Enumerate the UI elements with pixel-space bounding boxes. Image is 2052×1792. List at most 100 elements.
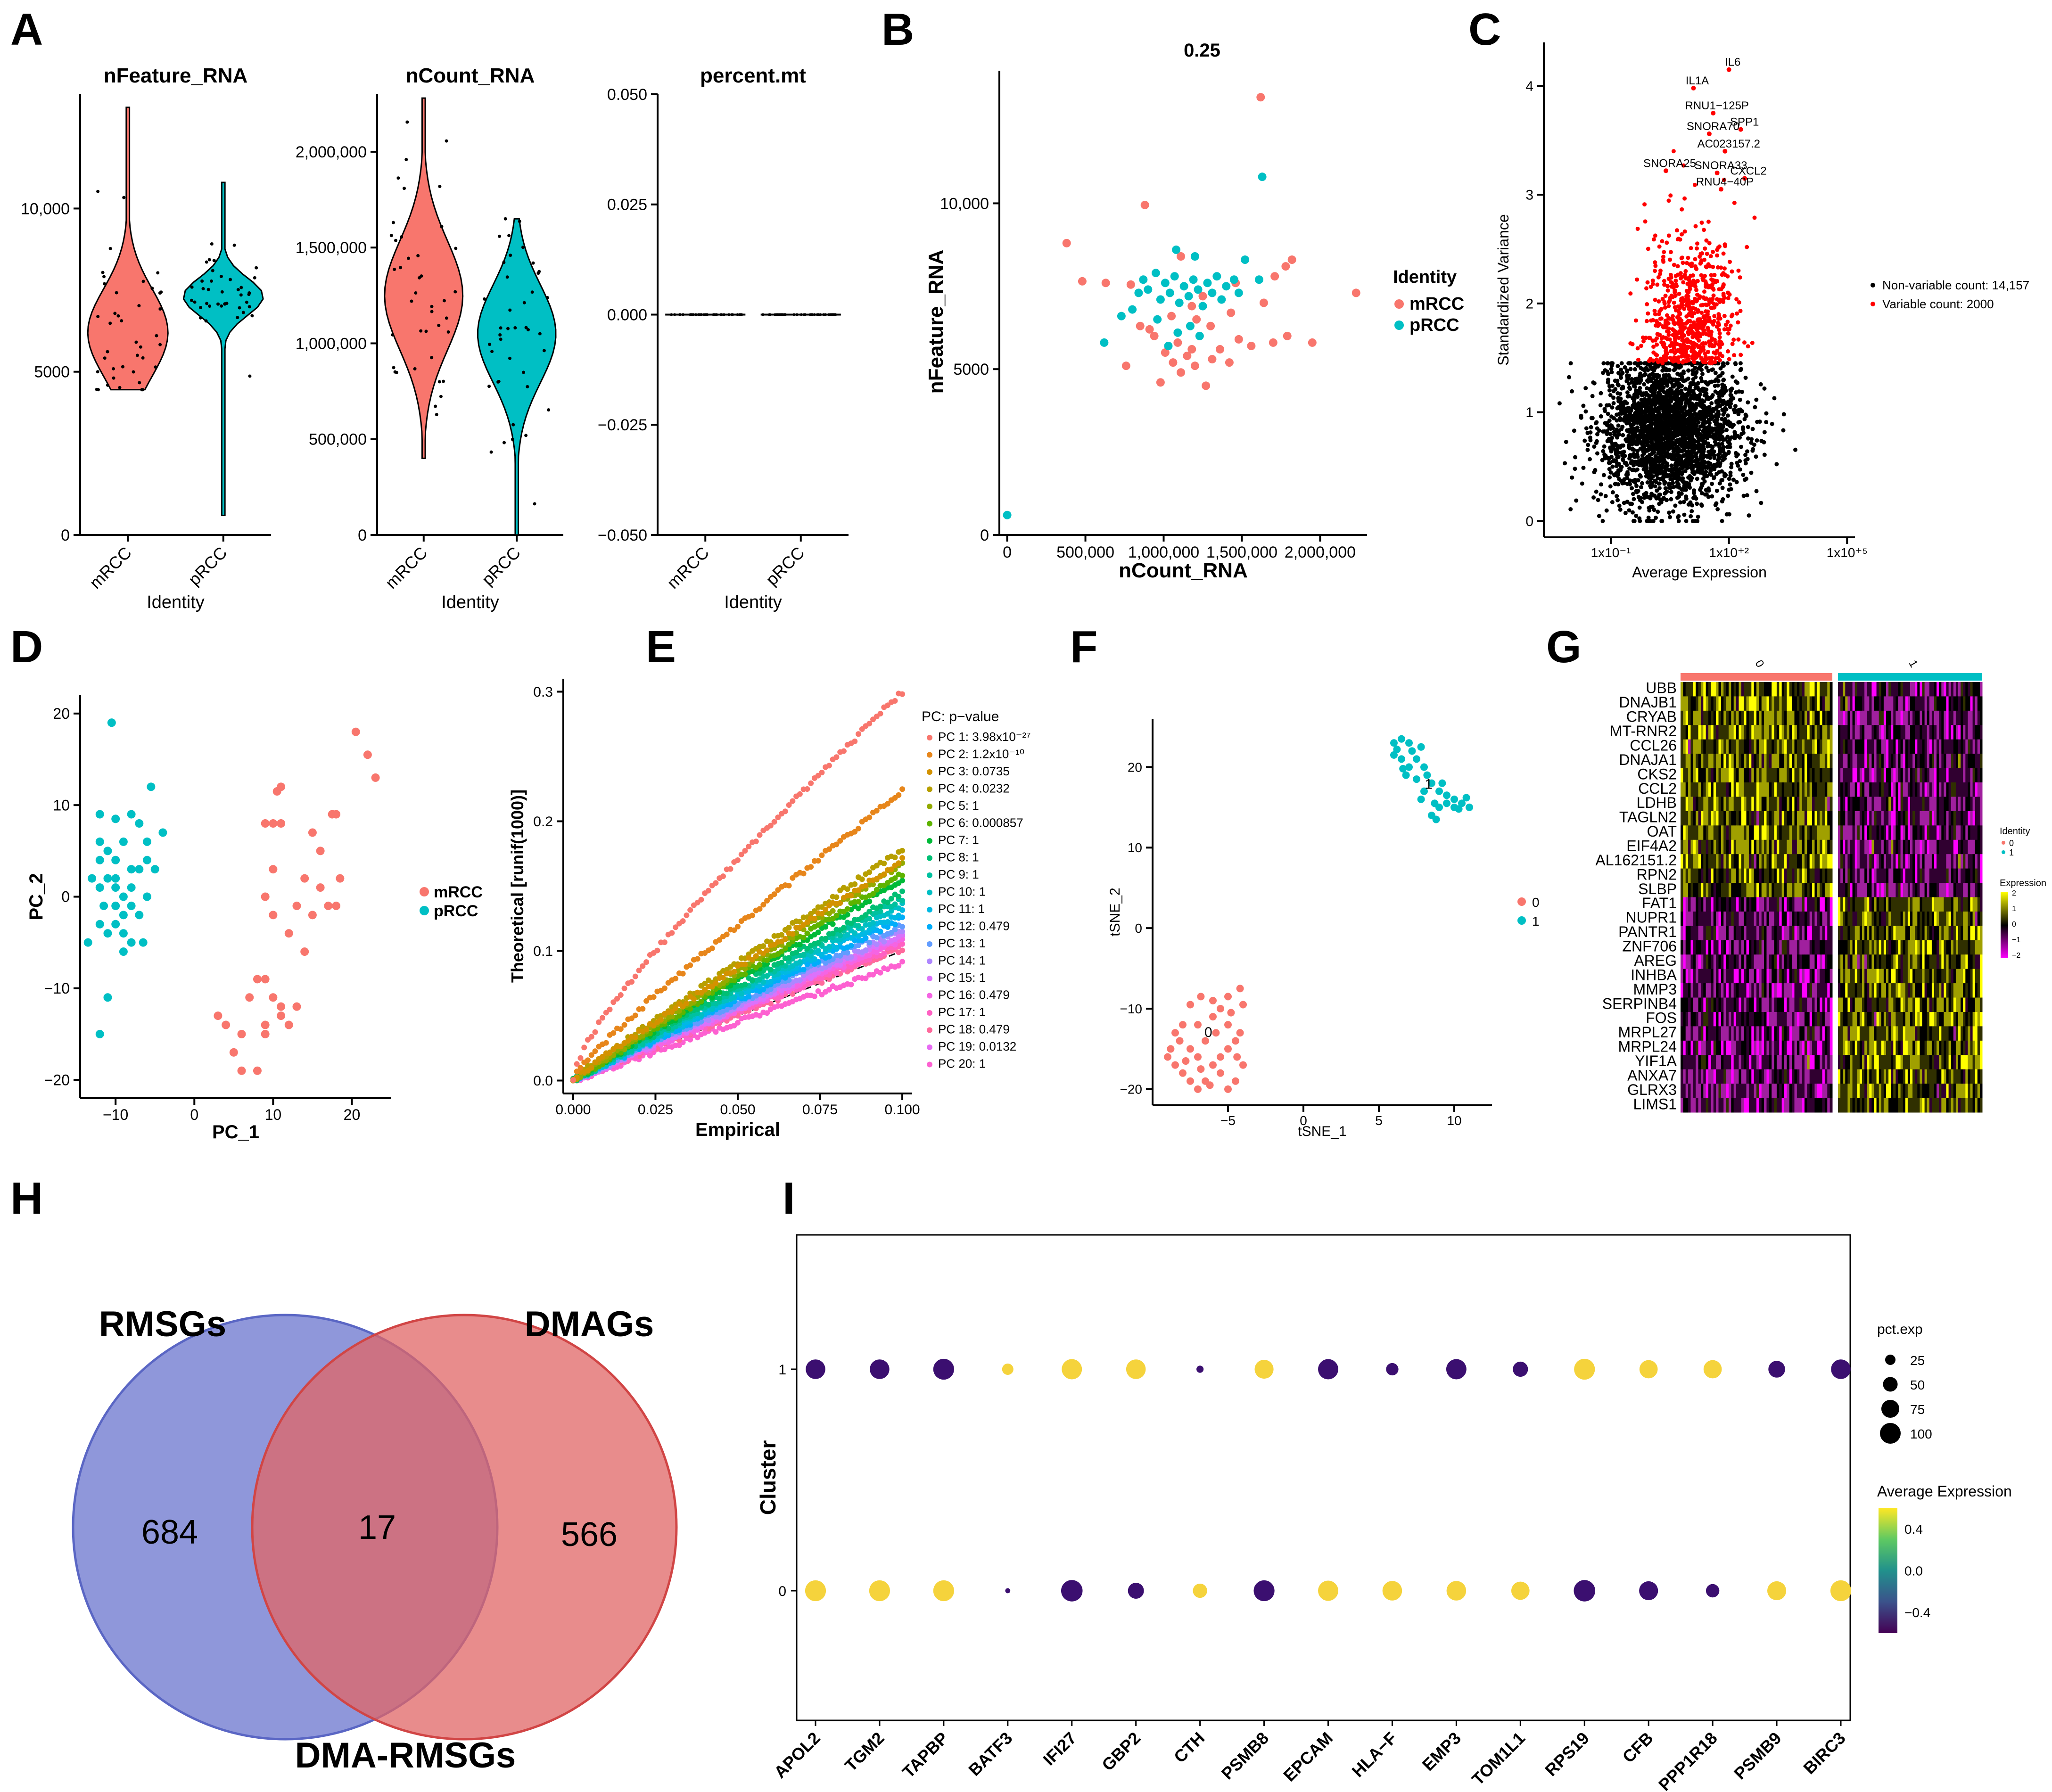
nonvariable-point (1622, 449, 1626, 454)
variable-point (1651, 358, 1656, 363)
y-tick-label: 20 (53, 705, 70, 722)
nonvariable-point (1675, 371, 1680, 376)
nonvariable-point (1630, 486, 1634, 491)
point-mRCC (1202, 381, 1211, 390)
variable-point (1706, 326, 1710, 330)
nonvariable-point (1680, 466, 1685, 470)
nonvariable-point (1681, 431, 1686, 436)
nonvariable-point (1727, 444, 1732, 449)
jitter-point (132, 370, 135, 374)
variable-point (1655, 282, 1660, 287)
nonvariable-point (1681, 371, 1685, 376)
nonvariable-point (1661, 496, 1666, 501)
nonvariable-point (1692, 491, 1697, 495)
nonvariable-point (1725, 413, 1730, 418)
nonvariable-point (1686, 428, 1690, 433)
variable-point (1659, 340, 1664, 345)
nonvariable-point (1720, 441, 1724, 446)
variable-point (1684, 314, 1689, 319)
variable-point (1664, 348, 1668, 353)
jitter-point (673, 313, 676, 316)
point-pRCC (1186, 321, 1195, 330)
nonvariable-point (1695, 501, 1699, 506)
nonvariable-point (1654, 456, 1659, 461)
jackstraw-point (848, 943, 854, 949)
nonvariable-point (1661, 409, 1666, 413)
nonvariable-point (1689, 423, 1693, 428)
nonvariable-point (1695, 427, 1700, 432)
jitter-point (524, 326, 528, 329)
variable-point (1712, 350, 1716, 355)
jitter-point (208, 304, 212, 308)
nonvariable-point (1648, 417, 1653, 421)
nonvariable-point (1721, 457, 1725, 462)
nonvariable-point (1573, 455, 1578, 460)
nonvariable-point (1781, 428, 1786, 433)
x-tick-label: pRCC (762, 543, 808, 589)
y-tick-label: −20 (44, 1071, 70, 1088)
nonvariable-point (1563, 461, 1567, 466)
variable-point (1726, 331, 1731, 336)
variable-point (1677, 291, 1681, 296)
nonvariable-point (1634, 484, 1639, 488)
panel-letter-A: A (10, 4, 43, 55)
nonvariable-point (1717, 397, 1722, 402)
nonvariable-point (1661, 386, 1666, 390)
variable-point (1682, 196, 1687, 201)
nonvariable-point (1615, 382, 1620, 386)
jitter-point (511, 423, 515, 427)
variable-point (1666, 300, 1671, 304)
nonvariable-point (1681, 379, 1686, 384)
nonvariable-point (1642, 373, 1647, 378)
point-mRCC (284, 1020, 293, 1029)
point-pRCC (111, 814, 120, 823)
variable-point (1635, 277, 1640, 282)
point-mRCC (1308, 338, 1317, 347)
point-pRCC (99, 901, 108, 910)
nonvariable-point (1770, 421, 1774, 426)
nonvariable-point (1716, 442, 1721, 447)
nonvariable-point (1668, 376, 1673, 380)
nonvariable-point (1646, 431, 1651, 436)
variable-point (1683, 269, 1688, 273)
y-tick-label: 1 (1525, 405, 1533, 420)
variable-point (1693, 284, 1698, 289)
variable-point (1673, 330, 1678, 335)
nonvariable-point (1659, 454, 1664, 459)
jitter-point (96, 189, 100, 193)
variable-point (1710, 361, 1714, 365)
nonvariable-point (1653, 436, 1657, 441)
gene-label: SPP1 (1730, 116, 1759, 129)
variable-point (1642, 202, 1647, 207)
nonvariable-point (1681, 487, 1686, 492)
jitter-point (404, 157, 408, 161)
nonvariable-point (1606, 380, 1610, 385)
nonvariable-point (1598, 403, 1603, 408)
variable-point (1636, 357, 1640, 362)
point-pRCC (95, 1029, 104, 1038)
nonvariable-point (1667, 427, 1672, 431)
point-mRCC (269, 865, 278, 874)
nonvariable-point (1625, 476, 1630, 480)
variable-point (1661, 325, 1666, 329)
jitter-point (808, 313, 812, 316)
x-tick-label: mRCC (86, 543, 135, 592)
variable-point (1676, 358, 1681, 363)
nonvariable-point (1715, 507, 1720, 511)
nonvariable-point (1690, 368, 1695, 373)
variable-point (1695, 292, 1699, 297)
jitter-point (102, 275, 106, 279)
point-mRCC (1198, 292, 1207, 301)
jitter-point (198, 316, 202, 320)
variable-point (1678, 322, 1683, 327)
nonvariable-point (1643, 412, 1648, 417)
variable-point (1687, 326, 1691, 331)
nonvariable-point (1746, 425, 1750, 429)
nonvariable-point (1688, 485, 1692, 490)
nonvariable-point (1731, 477, 1736, 482)
jitter-point (223, 302, 227, 306)
y-tick-label: 0.000 (607, 306, 647, 324)
point-pRCC (1134, 288, 1143, 297)
panel-letter-I: I (783, 1173, 795, 1224)
variable-point (1656, 299, 1661, 304)
